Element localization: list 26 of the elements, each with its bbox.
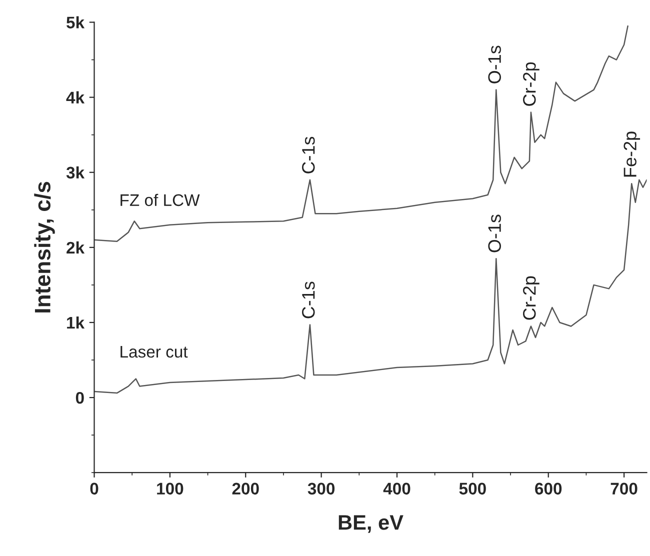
- annotation: Fe-2p: [624, 132, 640, 177]
- y-tick-label: 3k: [66, 166, 85, 179]
- series-label: FZ of LCW: [120, 194, 200, 206]
- y-tick-label: 0: [76, 392, 84, 404]
- y-axis-title: Intensity, c/s: [34, 182, 55, 312]
- y-tick-label: 2k: [66, 241, 85, 254]
- annotation: O-1s: [488, 214, 501, 252]
- y-tick-label: 4k: [66, 91, 85, 104]
- y-tick-label: 5k: [66, 16, 85, 28]
- x-tick-label: 0: [90, 482, 98, 495]
- line-series: [94, 179, 647, 394]
- annotation: O-1s: [488, 46, 501, 84]
- annotation: Cr-2p: [523, 276, 540, 320]
- x-tick-label: 700: [610, 482, 638, 495]
- x-tick-label: 100: [157, 482, 184, 495]
- annotation: C-1s: [302, 282, 315, 318]
- series-label: Laser cut: [120, 346, 188, 358]
- x-tick-label: 400: [383, 482, 410, 495]
- x-tick-label: 500: [459, 482, 486, 495]
- x-tick-label: 600: [535, 482, 562, 495]
- y-tick-label: 1k: [67, 316, 85, 329]
- annotation: C-1s: [302, 136, 315, 174]
- x-tick-label: 300: [308, 482, 335, 495]
- annotation: Cr-2p: [523, 62, 540, 106]
- x-axis-title: BE, eV: [338, 515, 404, 533]
- x-tick-label: 200: [232, 482, 259, 495]
